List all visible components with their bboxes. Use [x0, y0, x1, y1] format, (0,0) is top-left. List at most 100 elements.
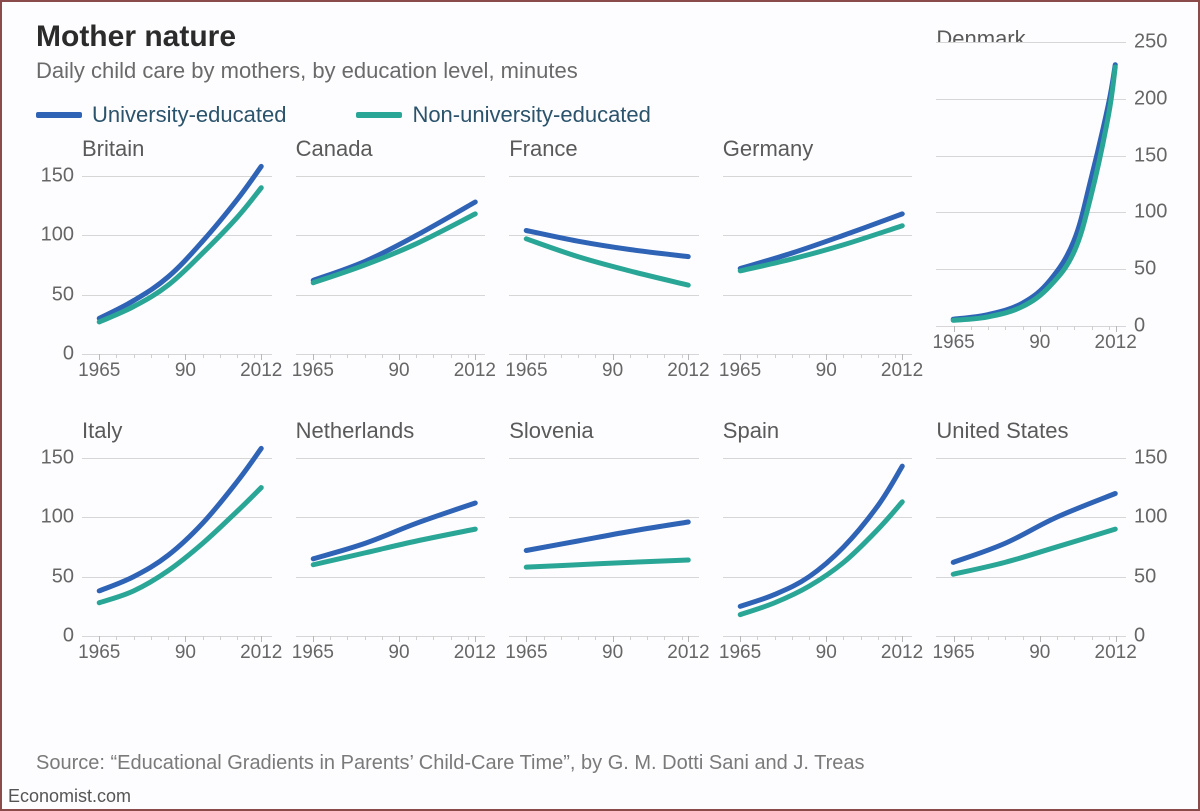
panel-plot: 1965902012 — [723, 446, 913, 636]
panel: Spain1965902012 — [723, 136, 913, 636]
x-minor-tick — [433, 636, 434, 640]
y-axis-label: 200 — [1134, 87, 1167, 110]
x-minor-tick — [151, 636, 152, 640]
x-minor-tick — [630, 636, 631, 640]
series-svg — [723, 446, 913, 636]
y-axis-label: 150 — [41, 446, 74, 469]
y-axis-label: 50 — [1134, 258, 1156, 281]
x-minor-tick — [775, 636, 776, 640]
panel: Slovenia1965902012 — [509, 136, 699, 636]
panel: Italy0501001501965902012 — [82, 136, 272, 636]
x-minor-tick — [664, 636, 665, 640]
gridline — [296, 636, 486, 637]
y-axis-label: 0 — [63, 625, 74, 648]
panel-grid: Britain0501001501965902012Canada19659020… — [36, 136, 1178, 736]
y-axis-label: 150 — [41, 164, 74, 187]
x-minor-tick — [416, 636, 417, 640]
panel-title: Italy — [82, 418, 122, 444]
x-axis-label: 2012 — [240, 642, 282, 664]
series-svg — [82, 446, 272, 636]
source-text: Source: “Educational Gradients in Parent… — [36, 752, 865, 775]
x-axis-label: 2012 — [454, 642, 496, 664]
panel-title: Netherlands — [296, 418, 415, 444]
series-line — [313, 503, 475, 559]
series-svg — [296, 446, 486, 636]
y-axis-label: 250 — [1134, 31, 1167, 54]
x-minor-tick — [561, 636, 562, 640]
series-line — [526, 522, 688, 551]
y-axis-label: 50 — [52, 565, 74, 588]
panel: Netherlands1965902012 — [296, 136, 486, 636]
x-minor-tick — [347, 636, 348, 640]
panel-plot: 0501001501965902012 — [936, 446, 1126, 636]
x-minor-tick — [1109, 636, 1110, 640]
panel-plot: 0501001501965902012 — [82, 446, 272, 636]
y-axis-label: 150 — [1134, 144, 1167, 167]
gridline — [723, 636, 913, 637]
x-minor-tick — [220, 636, 221, 640]
x-minor-tick — [203, 636, 204, 640]
x-axis-label: 2012 — [667, 642, 709, 664]
x-minor-tick — [1005, 636, 1006, 640]
x-minor-tick — [878, 636, 879, 640]
x-minor-tick — [578, 636, 579, 640]
x-minor-tick — [451, 636, 452, 640]
x-axis-label: 90 — [1029, 642, 1050, 664]
x-axis-label: 2012 — [1095, 642, 1137, 664]
x-minor-tick — [647, 636, 648, 640]
x-axis-label: 90 — [388, 642, 409, 664]
x-axis-label: 1965 — [719, 642, 761, 664]
series-line — [526, 560, 688, 567]
panel-title: United States — [936, 418, 1068, 444]
legend-label: University-educated — [92, 102, 286, 128]
series-line — [740, 466, 902, 606]
x-minor-tick — [895, 636, 896, 640]
panel-plot: 1965902012 — [296, 446, 486, 636]
x-axis-label: 1965 — [292, 642, 334, 664]
x-minor-tick — [254, 636, 255, 640]
x-axis-label: 90 — [816, 642, 837, 664]
legend-label: Non-university-educated — [412, 102, 650, 128]
x-axis-label: 90 — [175, 642, 196, 664]
x-minor-tick — [544, 636, 545, 640]
brand-text: Economist.com — [4, 786, 135, 807]
x-minor-tick — [843, 636, 844, 640]
legend-swatch — [36, 112, 82, 118]
legend-item-non-university: Non-university-educated — [356, 102, 650, 128]
x-axis-label: 1965 — [505, 642, 547, 664]
y-axis-label: 50 — [52, 283, 74, 306]
panel-title: Slovenia — [509, 418, 593, 444]
x-minor-tick — [365, 636, 366, 640]
x-minor-tick — [1092, 636, 1093, 640]
x-minor-tick — [237, 636, 238, 640]
x-axis-label: 1965 — [932, 642, 974, 664]
chart-inner: Mother nature Daily child care by mother… — [36, 20, 1178, 769]
panel-plot: 1965902012 — [509, 446, 699, 636]
panel: United States0501001501965902012 — [936, 136, 1126, 636]
x-minor-tick — [971, 636, 972, 640]
gridline — [509, 636, 699, 637]
y-axis-label: 50 — [1134, 565, 1156, 588]
x-minor-tick — [1074, 636, 1075, 640]
x-minor-tick — [168, 636, 169, 640]
x-minor-tick — [988, 636, 989, 640]
x-minor-tick — [382, 636, 383, 640]
chart-frame: Mother nature Daily child care by mother… — [0, 0, 1200, 811]
x-minor-tick — [809, 636, 810, 640]
y-axis-label: 100 — [1134, 201, 1167, 224]
y-axis-label: 150 — [1134, 446, 1167, 469]
series-svg — [936, 446, 1126, 636]
x-minor-tick — [757, 636, 758, 640]
x-minor-tick — [682, 636, 683, 640]
x-axis-label: 1965 — [78, 642, 120, 664]
x-minor-tick — [134, 636, 135, 640]
x-axis-label: 2012 — [881, 642, 923, 664]
legend-swatch — [356, 112, 402, 118]
x-minor-tick — [468, 636, 469, 640]
x-minor-tick — [330, 636, 331, 640]
x-minor-tick — [1057, 636, 1058, 640]
x-minor-tick — [116, 636, 117, 640]
y-axis-label: 100 — [1134, 506, 1167, 529]
gridline — [936, 636, 1126, 637]
x-minor-tick — [792, 636, 793, 640]
